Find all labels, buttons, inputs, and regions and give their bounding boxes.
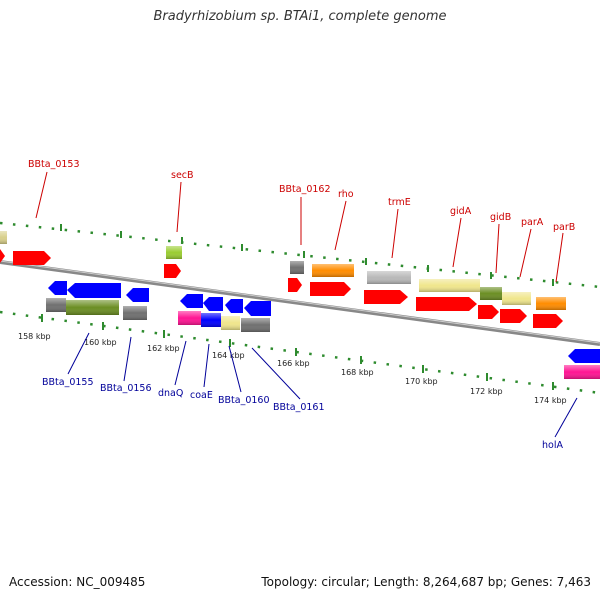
gene-arrow[interactable] <box>13 251 51 265</box>
reverse-major-ticks <box>41 314 554 390</box>
gene-arrow[interactable] <box>364 290 408 304</box>
scale-label: 168 kbp <box>341 368 374 377</box>
genome-backbone <box>0 260 600 346</box>
shade <box>290 261 304 274</box>
shade <box>312 264 354 277</box>
scale-label: 160 kbp <box>84 338 117 347</box>
reverse-inner-row <box>48 281 600 363</box>
forward-inner-row <box>0 249 563 328</box>
scale-label: 166 kbp <box>277 359 310 368</box>
shade <box>241 318 270 332</box>
gene-label-reverse: holA <box>542 440 563 451</box>
gene-label-forward: parA <box>521 217 544 228</box>
topology-text: Topology: circular; Length: 8,264,687 bp… <box>261 575 591 589</box>
leader-line <box>495 223 500 274</box>
leader-line <box>228 345 242 393</box>
shade <box>0 231 7 244</box>
scale-label: 172 kbp <box>470 387 503 396</box>
leader-line <box>452 217 462 268</box>
gene-label-forward: gidA <box>450 206 472 217</box>
gene-arrow[interactable] <box>244 301 271 316</box>
leader-line <box>35 171 48 219</box>
gene-arrow[interactable] <box>533 314 563 328</box>
gene-label-reverse: BBta_0156 <box>100 383 152 394</box>
gene-arrow[interactable] <box>126 288 149 302</box>
gene-arrow[interactable] <box>225 299 243 313</box>
genome-title: Bradyrhizobium sp. BTAi1, complete genom… <box>153 9 447 24</box>
gene-label-reverse: BBta_0161 <box>273 402 325 413</box>
shade <box>480 287 502 300</box>
leader-line <box>251 347 301 400</box>
gene-arrow[interactable] <box>0 249 5 263</box>
shade <box>66 300 119 315</box>
leader-line <box>519 228 532 278</box>
gene-arrow[interactable] <box>500 309 527 323</box>
gene-label-forward: BBta_0162 <box>279 184 331 195</box>
leader-line <box>554 397 578 438</box>
gene-arrow[interactable] <box>203 297 223 311</box>
gene-arrow[interactable] <box>48 281 67 295</box>
gene-label-reverse: coaE <box>190 390 213 401</box>
shade <box>201 313 221 327</box>
shade <box>367 271 411 284</box>
leader-line <box>391 208 399 259</box>
shade <box>564 365 600 379</box>
gene-label-forward: trmE <box>388 197 411 208</box>
gene-arrow[interactable] <box>416 297 477 311</box>
forward-leader-lines <box>35 171 564 283</box>
leader-line <box>555 232 564 283</box>
gene-shading <box>0 231 600 379</box>
forward-major-ticks <box>60 224 554 286</box>
shade <box>46 298 66 312</box>
gene-arrow[interactable] <box>67 283 121 298</box>
scale-label: 158 kbp <box>18 332 51 341</box>
gene-label-forward: rho <box>338 189 354 200</box>
shade <box>166 246 182 259</box>
gene-label-forward: BBta_0153 <box>28 159 80 170</box>
gene-label-forward: secB <box>171 170 194 181</box>
forward-tick-track <box>0 221 600 289</box>
gene-label-forward: gidB <box>490 212 511 223</box>
scale-label: 162 kbp <box>147 344 180 353</box>
gene-label-reverse: BBta_0160 <box>218 395 270 406</box>
gene-label-reverse: dnaQ <box>158 388 183 399</box>
leader-line <box>203 343 210 388</box>
shade <box>178 311 201 325</box>
gene-label-reverse: BBta_0155 <box>42 377 94 388</box>
gene-arrow[interactable] <box>180 294 203 308</box>
leader-line <box>176 181 182 233</box>
gene-arrow[interactable] <box>164 264 181 278</box>
gene-label-forward: parB <box>553 222 575 233</box>
gene-arrow[interactable] <box>288 278 302 292</box>
gene-arrow[interactable] <box>310 282 351 296</box>
leader-line <box>123 336 132 382</box>
shade <box>419 279 480 292</box>
accession-text: Accession: NC_009485 <box>9 575 146 589</box>
scale-label: 174 kbp <box>534 396 567 405</box>
scale-label: 164 kbp <box>212 351 245 360</box>
reverse-leader-lines <box>67 332 578 438</box>
gene-arrow[interactable] <box>478 305 499 319</box>
shade <box>123 306 147 320</box>
leader-line <box>67 332 90 375</box>
gene-arrow[interactable] <box>568 349 600 363</box>
shade <box>502 292 531 305</box>
backbone-highlight <box>0 260 600 344</box>
shade <box>221 316 240 330</box>
leader-line <box>174 340 187 386</box>
scale-label: 170 kbp <box>405 377 438 386</box>
shade <box>536 297 566 310</box>
leader-line <box>334 200 347 251</box>
